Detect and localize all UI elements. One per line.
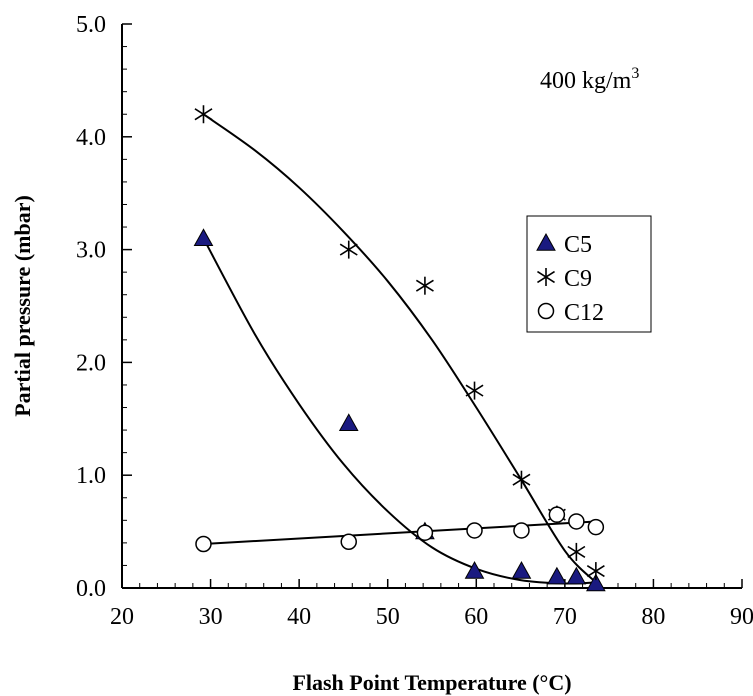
data-point-c9 <box>415 276 434 295</box>
data-point-c12 <box>340 533 357 551</box>
data-point-c5 <box>338 413 359 432</box>
data-point-c12 <box>195 535 212 553</box>
data-point-c9 <box>194 105 213 124</box>
x-tick-label: 30 <box>199 604 223 630</box>
legend-label-c12: C12 <box>564 300 604 326</box>
legend-label-c9: C9 <box>564 266 592 292</box>
x-ticks: 20 30 40 50 60 70 80 90 <box>110 579 753 630</box>
legend-marker-c9 <box>537 268 555 286</box>
data-point-c5 <box>547 566 567 585</box>
x-tick-label: 20 <box>110 604 134 630</box>
data-point-c12 <box>568 513 585 530</box>
data-point-c5 <box>566 566 587 585</box>
y-ticks: 0.0 1.0 2.0 3.0 4.0 5.0 <box>76 12 132 602</box>
axes: 20 30 40 50 60 70 80 90 0.0 1.0 2.0 3.0 4.0 5.0 <box>76 12 753 630</box>
trend-line-c12 <box>203 520 596 546</box>
x-tick-label: 40 <box>287 604 311 630</box>
data-point-c12 <box>416 524 434 541</box>
y-tick-label: 1.0 <box>76 463 106 489</box>
trend-line-c9 <box>202 113 597 584</box>
y-tick-label: 5.0 <box>76 12 106 38</box>
annotation-superscript: 3 <box>631 65 639 82</box>
x-axis-title: Flash Point Temperature (°C) <box>292 670 571 695</box>
data-markers <box>193 105 606 592</box>
data-point-c12 <box>466 522 483 539</box>
data-point-c12 <box>513 522 530 539</box>
data-point-c5 <box>193 228 214 247</box>
legend-marker-c12 <box>537 302 555 320</box>
x-tick-label: 80 <box>641 604 665 630</box>
x-tick-label: 50 <box>376 604 400 630</box>
data-point-c9 <box>512 470 531 489</box>
y-tick-label: 2.0 <box>76 350 106 376</box>
legend-label-c5: C5 <box>564 232 592 258</box>
annotation-density: 400 kg/m3 <box>540 65 639 94</box>
data-point-c12 <box>548 506 566 523</box>
y-tick-label: 4.0 <box>76 125 106 151</box>
x-tick-label: 70 <box>553 604 577 630</box>
data-point-c12 <box>587 518 605 536</box>
y-tick-label: 3.0 <box>76 238 106 264</box>
y-axis-title: Partial pressure (mbar) <box>10 195 35 417</box>
x-tick-label: 90 <box>730 604 753 630</box>
legend-marker-c5 <box>536 232 556 251</box>
trend-line-c5 <box>202 237 596 585</box>
x-tick-label: 60 <box>464 604 488 630</box>
data-point-c5 <box>464 561 485 579</box>
y-tick-label: 0.0 <box>76 576 106 602</box>
data-point-c9 <box>567 542 586 561</box>
data-point-c9 <box>465 381 484 400</box>
data-point-c9 <box>339 240 358 259</box>
trend-lines <box>202 113 597 585</box>
legend: C5 C9 C12 <box>526 215 652 333</box>
data-point-c5 <box>511 561 532 579</box>
data-point-c5 <box>586 573 606 592</box>
data-point-c9 <box>586 562 605 581</box>
annotation-text: 400 kg/m <box>540 68 632 94</box>
